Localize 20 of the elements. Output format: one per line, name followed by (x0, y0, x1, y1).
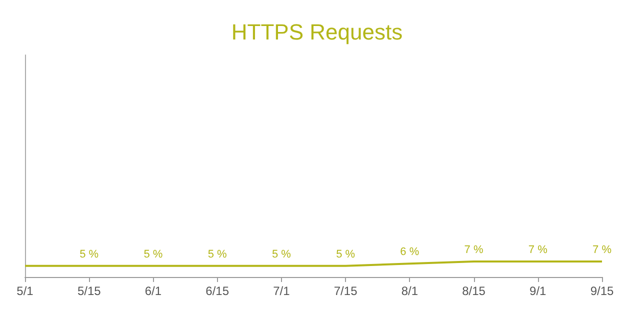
chart-title: HTTPS Requests (231, 20, 403, 44)
data-label: 7 % (592, 244, 612, 256)
x-tick-label: 5/1 (16, 284, 34, 298)
x-tick-label: 6/1 (144, 284, 162, 298)
x-tick-label: 8/1 (401, 284, 418, 298)
data-label: 5 % (272, 248, 292, 260)
data-label: 5 % (80, 248, 99, 260)
data-label: 7 % (464, 244, 484, 256)
x-tick-label: 8/15 (462, 284, 486, 298)
x-tick-label: 5/15 (77, 284, 102, 298)
data-label: 5 % (208, 248, 228, 260)
data-label: 6 % (400, 246, 420, 258)
data-label: 5 % (336, 248, 356, 260)
x-tick-label: 7/15 (334, 284, 358, 298)
x-tick-label: 7/1 (273, 284, 290, 298)
data-label: 7 % (528, 244, 548, 256)
x-tick-label: 6/15 (206, 284, 230, 298)
x-tick-label: 9/15 (590, 284, 614, 298)
data-label: 5 % (144, 248, 163, 260)
x-tick-label: 9/1 (530, 284, 547, 298)
